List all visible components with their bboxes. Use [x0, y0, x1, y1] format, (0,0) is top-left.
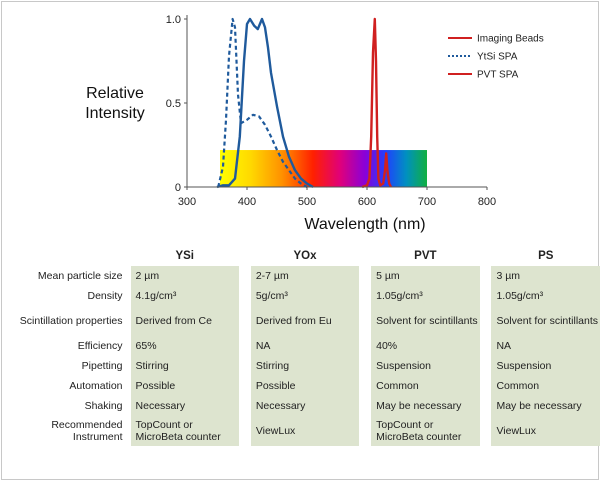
table-cell: TopCount or MicroBeta counter	[371, 416, 480, 446]
table-cell: 3 µm	[491, 266, 600, 286]
table-cell: 2 µm	[130, 266, 239, 286]
legend-label: PVT SPA	[477, 70, 519, 81]
table-row: Density 4.1g/cm³ 5g/cm³ 1.05g/cm³ 1.05g/cm³	[6, 286, 600, 306]
x-axis-label: Wavelength (nm)	[304, 216, 426, 233]
spectrum-chart: 300 400 500 600 700 800 0 0.5 1.0 Imaging Beads Y…	[166, 14, 544, 208]
y-tick-label: 1.0	[166, 14, 181, 26]
table-row: Mean particle size 2 µm 2-7 µm 5 µm 3 µm	[6, 266, 600, 286]
table-cell: ViewLux	[250, 416, 360, 446]
table-cell: 1.05g/cm³	[491, 286, 600, 306]
table-cell: Common	[371, 376, 480, 396]
table-cell: May be necessary	[491, 396, 600, 416]
row-label: Automation	[69, 380, 123, 392]
properties-table: YSi YOx PVT PS Mean particle size 2 µm 2-7…	[6, 246, 600, 446]
table-cell: Stirring	[250, 356, 360, 376]
legend-label: YtSi SPA	[477, 52, 518, 63]
table-cell: TopCount or MicroBeta counter	[130, 416, 239, 446]
table-cell: Solvent for scintillants	[491, 306, 600, 336]
table-cell: 5g/cm³	[250, 286, 360, 306]
table-cell: Possible	[130, 376, 239, 396]
y-tick-label: 0	[175, 182, 181, 194]
table-cell: Necessary	[250, 396, 360, 416]
table-cell: 2-7 µm	[250, 266, 360, 286]
table-row: Pipetting Stirring Stirring Suspension Suspe…	[6, 356, 600, 376]
table-cell: Common	[491, 376, 600, 396]
table-row: Recommended Instrument TopCount or MicroB…	[6, 416, 600, 446]
table-header-blank	[6, 246, 131, 266]
series-line-0	[361, 17, 393, 189]
legend-label: Imaging Beads	[477, 34, 544, 45]
row-label: Mean particle size	[37, 270, 123, 282]
table-cell: 1.05g/cm³	[371, 286, 480, 306]
table-cell: Stirring	[130, 356, 239, 376]
row-label: Pipetting	[81, 360, 123, 372]
row-label: Recommended Instrument	[51, 419, 123, 443]
table-cell: Possible	[250, 376, 360, 396]
table-cell: Suspension	[491, 356, 600, 376]
table-cell: Derived from Ce	[130, 306, 239, 336]
x-tick-label: 300	[178, 196, 196, 208]
y-tick-label: 0.5	[166, 98, 181, 110]
table-cell: Derived from Eu	[250, 306, 360, 336]
y-axis-label-line1: Relative	[86, 85, 144, 102]
row-label: Shaking	[84, 400, 123, 412]
series-line-2	[216, 17, 314, 189]
column-header-yox: YOx	[293, 250, 317, 262]
table-cell: Necessary	[130, 396, 239, 416]
table-cell: 5 µm	[371, 266, 480, 286]
column-header-ps: PS	[538, 250, 554, 262]
table-cell: 40%	[371, 336, 480, 356]
y-axis-label-line2: Intensity	[85, 105, 145, 122]
x-tick-label: 800	[478, 196, 496, 208]
x-tick-label: 600	[358, 196, 376, 208]
series-line-1	[217, 17, 308, 188]
row-label: Scintillation properties	[19, 315, 123, 327]
column-header-ysi: YSi	[175, 250, 194, 262]
table-cell: NA	[491, 336, 600, 356]
table-cell: Suspension	[371, 356, 480, 376]
x-tick-label: 700	[418, 196, 436, 208]
visible-spectrum-band	[220, 150, 427, 187]
table-cell: ViewLux	[491, 416, 600, 446]
column-header-pvt: PVT	[414, 250, 437, 262]
table-header-row: YSi YOx PVT PS	[6, 246, 600, 266]
table-cell: 4.1g/cm³	[130, 286, 239, 306]
x-tick-label: 500	[298, 196, 316, 208]
table-cell: NA	[250, 336, 360, 356]
table-cell: 65%	[130, 336, 239, 356]
table-row: Shaking Necessary Necessary May be necessar…	[6, 396, 600, 416]
row-label: Density	[87, 290, 123, 302]
table-row: Scintillation properties Derived from Ce D…	[6, 306, 600, 336]
table-row: Automation Possible Possible Common Common	[6, 376, 600, 396]
table-cell: May be necessary	[371, 396, 480, 416]
table-cell: Solvent for scintillants	[371, 306, 480, 336]
x-tick-label: 400	[238, 196, 256, 208]
y-axis-label: Relative Intensity	[70, 84, 160, 124]
row-label: Efficiency	[77, 340, 123, 352]
table-row: Efficiency 65% NA 40% NA	[6, 336, 600, 356]
